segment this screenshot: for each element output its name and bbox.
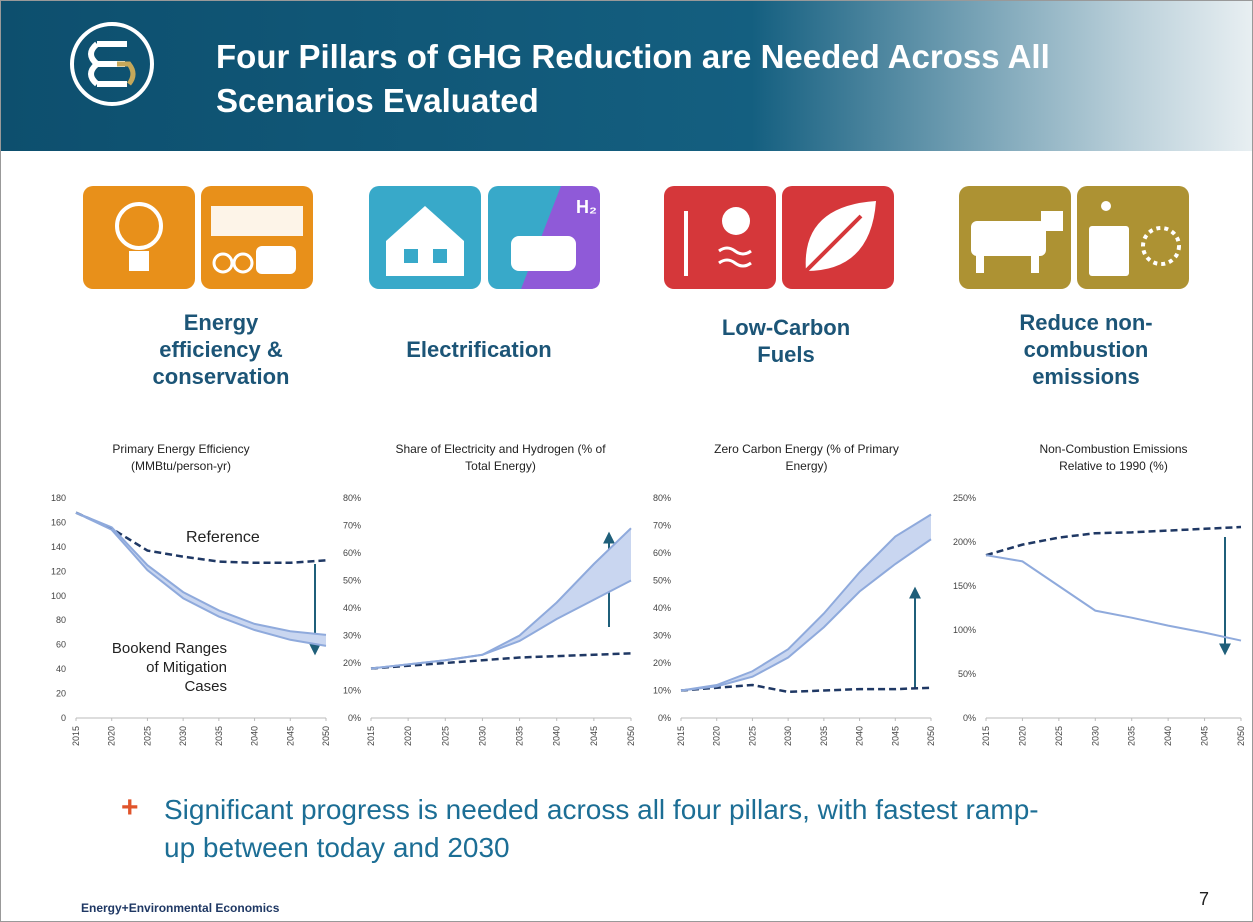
y-tick-label: 200% <box>953 537 976 547</box>
y-tick-label: 250% <box>953 493 976 503</box>
pillar-label: Reduce non-combustion emissions <box>1019 309 1153 389</box>
series-line <box>680 538 932 692</box>
y-tick-label: 10% <box>343 686 361 696</box>
pillar-label: Low-Carbon Fuels <box>721 315 851 367</box>
x-tick-label: 2015 <box>981 726 991 746</box>
x-tick-label: 2030 <box>783 726 793 746</box>
y-tick-label: 80 <box>56 615 66 625</box>
y-tick-label: 40% <box>653 603 671 613</box>
x-tick-label: 2025 <box>142 726 152 746</box>
bullet-marker: + <box>121 791 139 824</box>
y-tick-label: 150% <box>953 581 976 591</box>
chart-title: Non-Combustion Emissions Relative to 199… <box>1039 442 1188 473</box>
y-tick-label: 60% <box>653 548 671 558</box>
chart-title: Primary Energy Efficiency (MMBtu/person-… <box>112 442 250 473</box>
y-tick-label: 10% <box>653 686 671 696</box>
x-tick-label: 2015 <box>71 726 81 746</box>
page-number: 7 <box>1199 889 1210 909</box>
y-tick-label: 20% <box>343 658 361 668</box>
y-tick-label: 70% <box>653 521 671 531</box>
y-tick-label: 80% <box>343 493 361 503</box>
x-tick-label: 2035 <box>515 726 525 746</box>
x-tick-label: 2020 <box>403 726 413 746</box>
x-tick-label: 2050 <box>626 726 636 746</box>
y-tick-label: 20 <box>56 689 66 699</box>
x-tick-label: 2045 <box>890 726 900 746</box>
band-fill <box>371 528 631 669</box>
annotation: Reference <box>186 529 260 546</box>
footer-company: Energy+Environmental Economics <box>81 901 280 915</box>
chart-title: Zero Carbon Energy (% of Primary Energy) <box>714 442 899 473</box>
y-tick-label: 0 <box>61 713 66 723</box>
band-fill <box>681 514 931 691</box>
series-line <box>985 554 1242 642</box>
x-tick-label: 2035 <box>819 726 829 746</box>
series-line <box>985 525 1242 557</box>
y-tick-label: 70% <box>343 521 361 531</box>
x-tick-label: 2045 <box>589 726 599 746</box>
series-line <box>75 511 327 647</box>
x-tick-label: 2045 <box>285 726 295 746</box>
x-tick-label: 2040 <box>552 726 562 746</box>
y-tick-label: 50% <box>343 576 361 586</box>
x-tick-label: 2050 <box>1236 726 1246 746</box>
slide-title: Four Pillars of GHG Reduction are Needed… <box>216 38 1050 119</box>
pillar-label: Electrification <box>406 336 552 362</box>
x-tick-label: 2030 <box>178 726 188 746</box>
y-tick-label: 30% <box>343 631 361 641</box>
y-tick-label: 40 <box>56 664 66 674</box>
y-tick-label: 120 <box>51 566 66 576</box>
x-tick-label: 2025 <box>440 726 450 746</box>
x-tick-label: 2020 <box>1017 726 1027 746</box>
logo <box>70 22 154 106</box>
y-tick-label: 160 <box>51 517 66 527</box>
y-tick-label: 100% <box>953 625 976 635</box>
y-tick-label: 50% <box>653 576 671 586</box>
x-tick-label: 2020 <box>712 726 722 746</box>
header-band: Four Pillars of GHG Reduction are Needed… <box>1 1 1252 151</box>
svg-text:H₂: H₂ <box>576 197 597 217</box>
y-tick-label: 20% <box>653 658 671 668</box>
bullet-text: Significant progress is needed across al… <box>164 794 1039 863</box>
x-tick-label: 2030 <box>477 726 487 746</box>
y-tick-label: 40% <box>343 603 361 613</box>
x-tick-label: 2015 <box>676 726 686 746</box>
y-tick-label: 30% <box>653 631 671 641</box>
y-tick-label: 50% <box>958 669 976 679</box>
y-tick-label: 140 <box>51 542 66 552</box>
y-tick-label: 180 <box>51 493 66 503</box>
series-line <box>370 652 632 670</box>
x-tick-label: 2040 <box>250 726 260 746</box>
series-line <box>75 511 327 636</box>
x-tick-label: 2045 <box>1200 726 1210 746</box>
x-tick-label: 2050 <box>321 726 331 746</box>
x-tick-label: 2025 <box>747 726 757 746</box>
chart-title: Share of Electricity and Hydrogen (% of … <box>395 442 606 473</box>
pillar-label: Energy efficiency & conservation <box>152 309 290 389</box>
x-tick-label: 2035 <box>214 726 224 746</box>
y-tick-label: 60 <box>56 640 66 650</box>
y-tick-label: 0% <box>658 713 671 723</box>
y-tick-label: 80% <box>653 493 671 503</box>
x-tick-label: 2020 <box>107 726 117 746</box>
y-tick-label: 0% <box>348 713 361 723</box>
x-tick-label: 2040 <box>1163 726 1173 746</box>
x-tick-label: 2025 <box>1054 726 1064 746</box>
x-tick-label: 2015 <box>366 726 376 746</box>
y-tick-label: 100 <box>51 591 66 601</box>
series-line <box>680 513 932 692</box>
series-line <box>680 683 932 694</box>
y-tick-label: 60% <box>343 548 361 558</box>
x-tick-label: 2050 <box>926 726 936 746</box>
x-tick-label: 2030 <box>1090 726 1100 746</box>
y-tick-label: 0% <box>963 713 976 723</box>
series-line <box>370 579 632 670</box>
pillar-icons: H₂ <box>83 186 1189 289</box>
x-tick-label: 2035 <box>1127 726 1137 746</box>
x-tick-label: 2040 <box>855 726 865 746</box>
annotation: Bookend Ranges of Mitigation Cases <box>111 640 227 695</box>
